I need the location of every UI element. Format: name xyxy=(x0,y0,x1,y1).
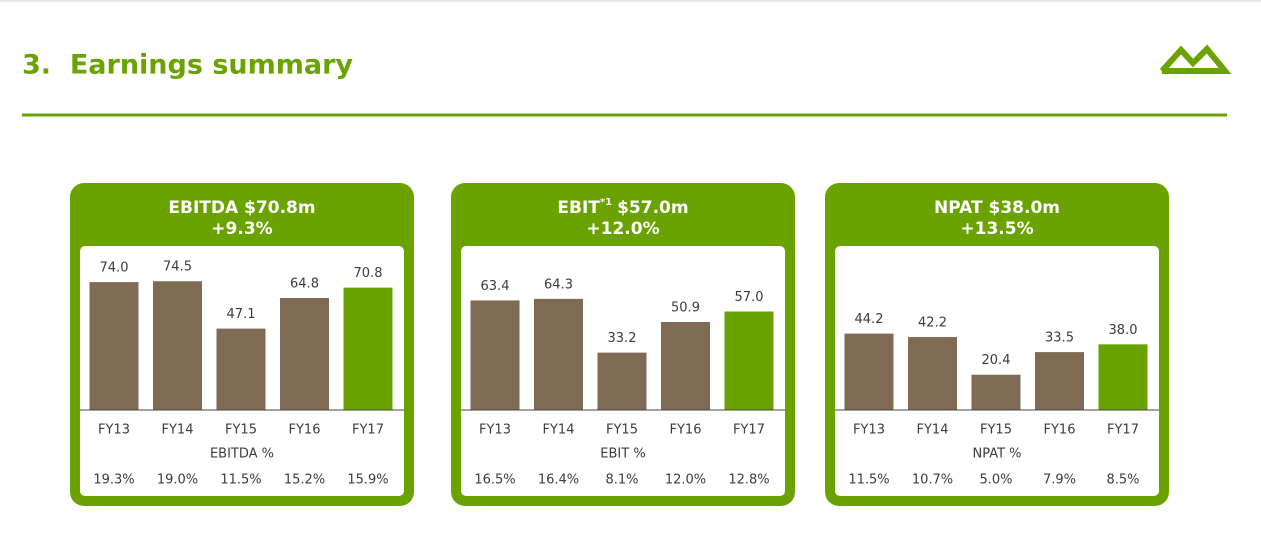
value-label: 74.0 xyxy=(100,261,129,276)
bar xyxy=(1035,352,1084,410)
bar xyxy=(153,281,202,410)
margin-value: 16.5% xyxy=(474,473,515,488)
logo xyxy=(1159,44,1232,74)
bar xyxy=(724,311,774,410)
chart-panel: EBITDA $70.8m+9.3% 74.0 FY13 19.3% 74.5 FY14 1… xyxy=(70,183,414,506)
value-label: 33.5 xyxy=(1045,331,1074,346)
title-main: EBIT xyxy=(557,198,600,218)
margin-value: 19.0% xyxy=(157,473,198,488)
panel-subtitle: +9.3% xyxy=(211,219,272,239)
margin-value: 5.0% xyxy=(979,473,1012,488)
margin-label: EBITDA % xyxy=(210,447,274,462)
category-label: FY16 xyxy=(1044,423,1076,438)
panel-title: NPAT $38.0m xyxy=(934,198,1060,218)
value-label: 70.8 xyxy=(354,266,383,281)
bar xyxy=(89,282,139,410)
category-label: FY14 xyxy=(917,423,949,438)
bar xyxy=(534,298,583,410)
bar xyxy=(908,337,957,410)
margin-label: NPAT % xyxy=(972,447,1021,462)
bar xyxy=(971,374,1021,410)
value-label: 44.2 xyxy=(855,312,884,327)
value-label: 42.2 xyxy=(918,316,947,331)
category-label: FY15 xyxy=(225,423,257,438)
panel-title: EBITDA $70.8m xyxy=(168,198,315,218)
value-label: 20.4 xyxy=(982,353,1011,368)
title-after: $57.0m xyxy=(617,198,689,218)
margin-value: 12.0% xyxy=(665,473,706,488)
value-label: 38.0 xyxy=(1109,323,1138,338)
bar xyxy=(343,287,393,410)
logo-mark xyxy=(1159,44,1232,74)
margin-value: 7.9% xyxy=(1043,473,1076,488)
category-label: FY15 xyxy=(606,423,638,438)
category-label: FY16 xyxy=(289,423,321,438)
margin-value: 19.3% xyxy=(93,473,134,488)
margin-value: 11.5% xyxy=(220,473,261,488)
bar xyxy=(597,352,647,410)
value-label: 50.9 xyxy=(671,301,700,316)
margin-value: 15.9% xyxy=(347,473,388,488)
bar xyxy=(844,333,894,410)
bar xyxy=(1098,344,1148,410)
margin-value: 16.4% xyxy=(538,473,579,488)
category-label: FY17 xyxy=(352,423,384,438)
category-label: FY14 xyxy=(162,423,194,438)
margin-value: 12.8% xyxy=(728,473,769,488)
margin-value: 8.5% xyxy=(1106,473,1139,488)
value-label: 47.1 xyxy=(227,307,256,322)
chart-panel: EBIT*1 $57.0m+12.0% 63.4 FY13 16.5% 64.3 FY14 1… xyxy=(451,183,795,506)
category-label: FY13 xyxy=(853,423,885,438)
bar xyxy=(470,300,520,410)
title-sup: *1 xyxy=(600,197,612,208)
margin-value: 11.5% xyxy=(848,473,889,488)
bar xyxy=(216,328,266,410)
value-label: 64.3 xyxy=(544,277,573,292)
category-label: FY13 xyxy=(98,423,130,438)
panel-subtitle: +13.5% xyxy=(960,219,1033,239)
chart-panel: NPAT $38.0m+13.5% 44.2 FY13 11.5% 42.2 FY14 10… xyxy=(825,183,1169,506)
category-label: FY15 xyxy=(980,423,1012,438)
category-label: FY17 xyxy=(733,423,765,438)
margin-label: EBIT % xyxy=(600,447,645,462)
value-label: 64.8 xyxy=(290,277,319,292)
value-label: 63.4 xyxy=(481,279,510,294)
category-label: FY17 xyxy=(1107,423,1139,438)
bar xyxy=(661,322,710,410)
category-label: FY16 xyxy=(670,423,702,438)
panel-title: EBIT*1 $57.0m xyxy=(557,197,688,218)
value-label: 57.0 xyxy=(735,290,764,305)
margin-value: 15.2% xyxy=(284,473,325,488)
bar xyxy=(280,298,329,410)
margin-value: 8.1% xyxy=(605,473,638,488)
panel-subtitle: +12.0% xyxy=(586,219,659,239)
value-label: 33.2 xyxy=(608,331,637,346)
value-label: 74.5 xyxy=(163,260,192,275)
panel-body xyxy=(835,246,1159,496)
margin-value: 10.7% xyxy=(912,473,953,488)
category-label: FY13 xyxy=(479,423,511,438)
page-title: 3. Earnings summary xyxy=(22,50,353,81)
category-label: FY14 xyxy=(543,423,575,438)
